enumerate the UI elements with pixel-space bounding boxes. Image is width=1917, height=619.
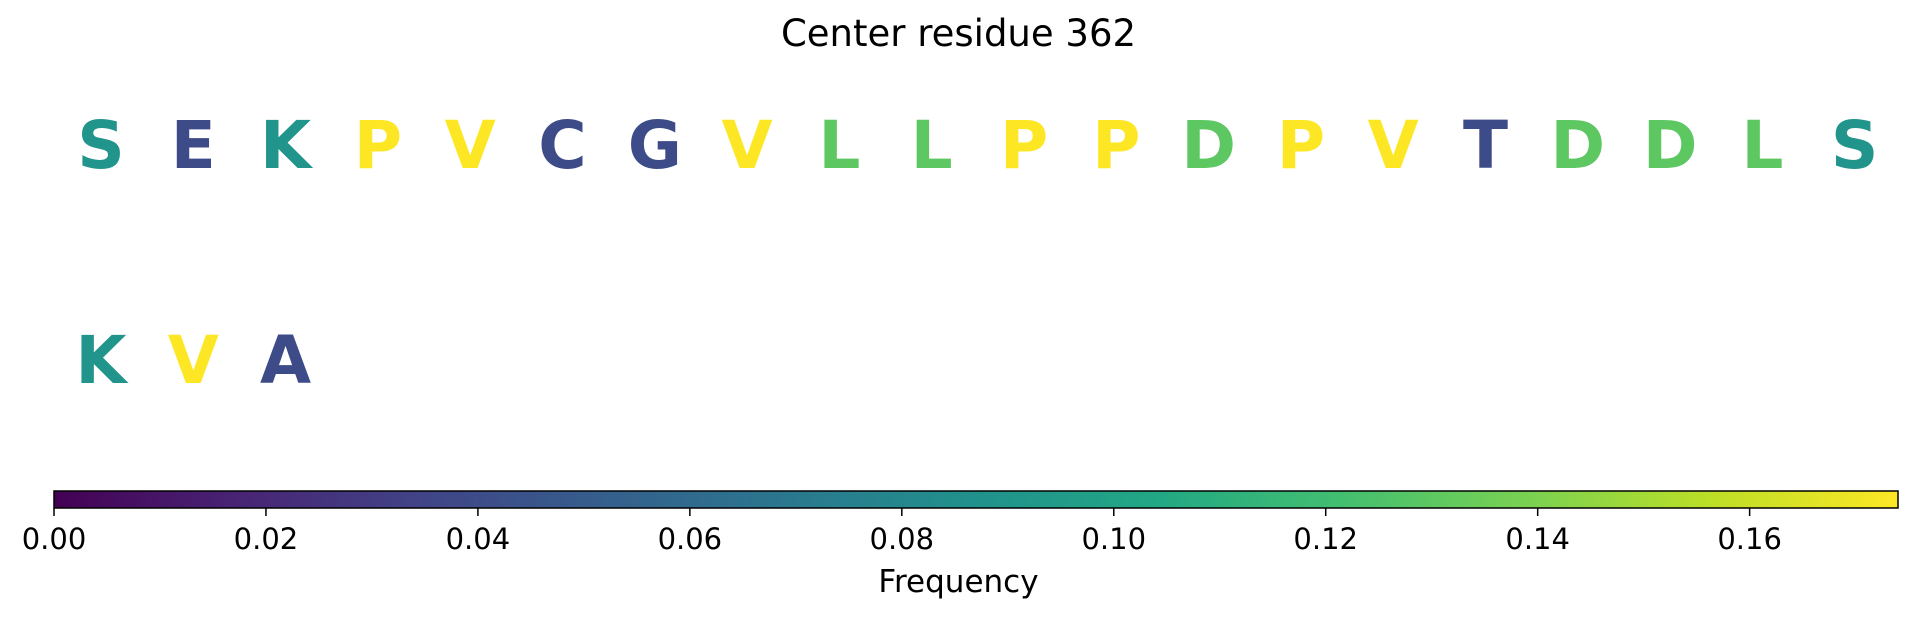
residue-letter: V <box>444 107 496 184</box>
residue-letter: K <box>260 107 312 184</box>
residue-letter: K <box>75 322 127 399</box>
colorbar-tick-label: 0.12 <box>1293 522 1358 556</box>
residue-letter: G <box>627 107 682 184</box>
residue-letter: L <box>818 107 861 184</box>
residue-letter: D <box>1181 107 1236 184</box>
residue-letter: P <box>353 107 403 184</box>
residue-letter: D <box>1642 107 1698 184</box>
residue-letter: T <box>1462 107 1509 184</box>
residue-letter: L <box>910 107 953 184</box>
colorbar-tick-label: 0.16 <box>1717 522 1782 556</box>
residue-letter: V <box>721 107 773 184</box>
residue-letter: P <box>1092 107 1141 184</box>
residue-letter: L <box>1741 107 1784 184</box>
colorbar-tick-label: 0.00 <box>21 522 87 556</box>
chart-title: Center residue 362 <box>780 12 1137 55</box>
residue-letter: V <box>1367 107 1419 184</box>
colorbar-tick-label: 0.04 <box>445 522 511 556</box>
residue-letter: V <box>167 322 219 399</box>
colorbar-tick-label: 0.10 <box>1081 522 1147 556</box>
residue-letter: S <box>1830 107 1879 184</box>
residue-letter: A <box>260 322 312 399</box>
colorbar-ticks <box>53 508 1751 516</box>
colorbar-gradient <box>53 490 1899 509</box>
residue-letter: C <box>538 107 587 184</box>
residue-letter: S <box>77 107 125 184</box>
colorbar-tick-label: 0.14 <box>1505 522 1570 556</box>
residue-letter: P <box>1276 107 1326 184</box>
colorbar-label: Frequency <box>878 564 1039 600</box>
colorbar-tick-label: 0.02 <box>233 522 299 556</box>
residue-letter: D <box>1550 107 1606 184</box>
residue-letter: E <box>170 107 216 184</box>
residue-letter: P <box>999 107 1049 184</box>
colorbar-tick-label: 0.08 <box>869 522 935 556</box>
colorbar-tick-label: 0.06 <box>657 522 723 556</box>
